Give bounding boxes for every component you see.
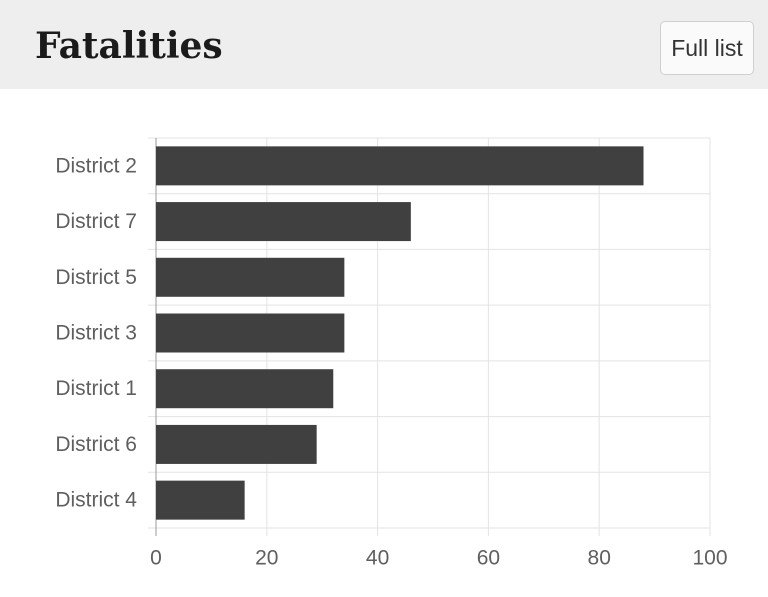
y-tick-label: District 6 bbox=[55, 433, 137, 456]
x-tick-label: 100 bbox=[692, 547, 727, 570]
y-tick-label: District 7 bbox=[55, 210, 137, 233]
x-tick-label: 80 bbox=[588, 547, 611, 570]
bar-district-7 bbox=[156, 202, 411, 242]
bar-district-5 bbox=[156, 257, 345, 297]
page-title: Fatalities bbox=[35, 25, 223, 67]
bar-district-2 bbox=[156, 146, 644, 186]
bar-district-1 bbox=[156, 369, 334, 409]
bar-district-3 bbox=[156, 313, 345, 353]
bar-district-4 bbox=[156, 480, 245, 520]
bar-district-6 bbox=[156, 424, 317, 464]
y-tick-label: District 5 bbox=[55, 266, 137, 289]
header-bar: Fatalities Full list bbox=[0, 0, 768, 89]
y-tick-label: District 4 bbox=[55, 489, 137, 512]
x-tick-label: 60 bbox=[477, 547, 500, 570]
x-tick-label: 20 bbox=[255, 547, 278, 570]
x-tick-label: 40 bbox=[366, 547, 389, 570]
y-tick-label: District 1 bbox=[55, 377, 137, 400]
y-tick-label: District 2 bbox=[55, 154, 137, 177]
x-tick-label: 0 bbox=[150, 547, 162, 570]
full-list-button[interactable]: Full list bbox=[660, 21, 754, 75]
y-tick-label: District 3 bbox=[55, 322, 137, 345]
